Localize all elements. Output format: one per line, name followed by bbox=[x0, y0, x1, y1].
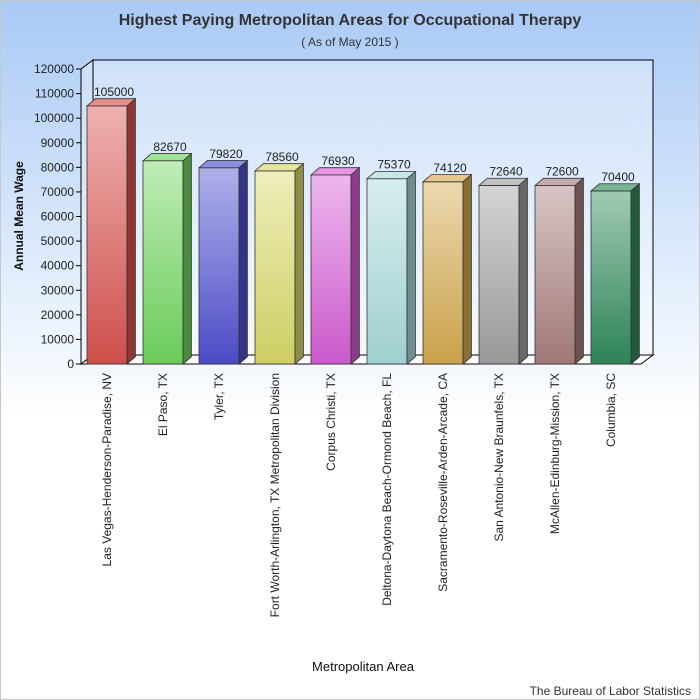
bar bbox=[534, 185, 576, 365]
bar-side bbox=[294, 162, 304, 365]
bar-value-label: 76930 bbox=[321, 154, 355, 168]
bar bbox=[86, 105, 128, 365]
category-label: Las Vegas-Henderson-Paradise, NV bbox=[100, 373, 114, 566]
bar-side bbox=[462, 173, 472, 365]
bar-side bbox=[406, 170, 416, 365]
bar-value-label: 105000 bbox=[94, 85, 134, 99]
category-label: Sacramento-Roseville-Arden-Arcade, CA bbox=[436, 373, 450, 592]
x-axis-title: Metropolitan Area bbox=[312, 659, 415, 674]
category-label: Deltona-Daytona Beach-Ormond Beach, FL bbox=[380, 373, 394, 606]
y-tick-label: 50000 bbox=[41, 234, 75, 248]
bar-side bbox=[574, 177, 584, 365]
y-tick-label: 40000 bbox=[41, 259, 75, 273]
bar-value-label: 82670 bbox=[153, 140, 187, 154]
category-label: Corpus Christi, TX bbox=[324, 373, 338, 471]
y-tick-label: 120000 bbox=[34, 62, 74, 76]
category-label: McAllen-Edinburg-Mission, TX bbox=[548, 373, 562, 534]
category-label: El Paso, TX bbox=[156, 373, 170, 436]
y-axis-title: Annual Mean Wage bbox=[12, 161, 26, 271]
bar-side bbox=[238, 159, 248, 365]
category-label: Fort Worth-Arlington, TX Metropolitan Di… bbox=[268, 373, 282, 617]
bar-value-label: 75370 bbox=[377, 158, 411, 172]
y-tick-label: 60000 bbox=[41, 210, 75, 224]
bar bbox=[254, 170, 296, 365]
y-tick-label: 70000 bbox=[41, 185, 75, 199]
bar-value-label: 72600 bbox=[545, 165, 579, 179]
bar-side bbox=[630, 182, 640, 365]
y-tick-label: 80000 bbox=[41, 160, 75, 174]
bar-side bbox=[350, 166, 360, 365]
bar-value-label: 72640 bbox=[489, 164, 523, 178]
bar bbox=[478, 185, 520, 365]
bar bbox=[590, 190, 632, 365]
chart-title: Highest Paying Metropolitan Areas for Oc… bbox=[119, 12, 582, 29]
bar-value-label: 74120 bbox=[433, 161, 467, 175]
bar-value-label: 79820 bbox=[209, 147, 243, 161]
category-label: Columbia, SC bbox=[604, 373, 618, 447]
y-tick-label: 90000 bbox=[41, 136, 75, 150]
y-tick-label: 10000 bbox=[41, 332, 75, 346]
category-label: Tyler, TX bbox=[212, 373, 226, 420]
y-tick-label: 30000 bbox=[41, 283, 75, 297]
bar-side bbox=[126, 97, 136, 365]
y-tick-label: 0 bbox=[67, 357, 74, 371]
bar-side bbox=[182, 152, 192, 365]
plot-area: 0 10000 20000 30000 40000 50000 60000 70000 8000… bbox=[34, 59, 655, 617]
chart-subtitle: ( As of May 2015 ) bbox=[301, 35, 398, 49]
bar-value-label: 78560 bbox=[265, 150, 299, 164]
bar bbox=[142, 160, 184, 365]
bar bbox=[422, 181, 464, 365]
y-tick-label: 20000 bbox=[41, 308, 75, 322]
bar-value-label: 70400 bbox=[601, 170, 635, 184]
source-note: The Bureau of Labor Statistics bbox=[530, 684, 691, 698]
category-label: San Antonio-New Braunfels, TX bbox=[492, 373, 506, 542]
bar bbox=[198, 167, 240, 365]
bar bbox=[310, 174, 352, 365]
y-tick-label: 110000 bbox=[35, 87, 74, 101]
y-tick-label: 100000 bbox=[34, 111, 74, 125]
bar-side bbox=[518, 177, 528, 365]
bar bbox=[366, 178, 408, 365]
